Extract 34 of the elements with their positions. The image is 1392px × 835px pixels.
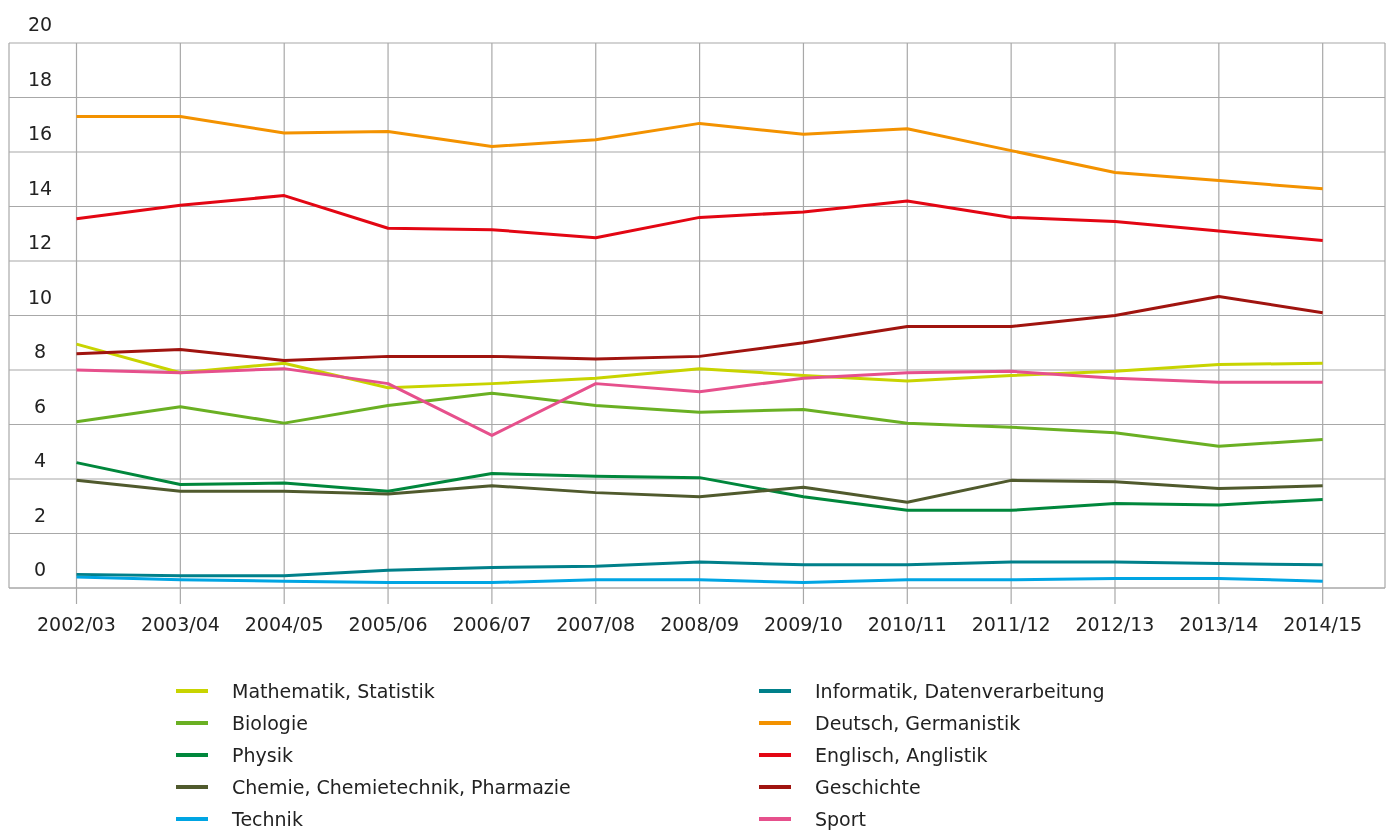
legend-label: Chemie, Chemietechnik, Pharmazie [232, 776, 571, 798]
x-tick-label: 2002/03 [37, 613, 116, 636]
x-tick-label: 2009/10 [763, 613, 843, 636]
y-tick-label: 10 [27, 285, 53, 308]
x-tick-label: 2014/15 [1283, 613, 1363, 636]
legend-label: Englisch, Anglistik [815, 744, 988, 766]
y-tick-label: 4 [33, 449, 47, 471]
x-tick-label: 2008/09 [660, 613, 740, 636]
legend-label: Sport [815, 808, 867, 830]
x-tick-label: 2005/06 [348, 613, 428, 636]
y-tick-label: 8 [33, 340, 47, 362]
legend-label: Biologie [232, 712, 308, 734]
x-tick-label: 2003/04 [140, 613, 220, 636]
x-tick-label: 2010/11 [867, 613, 947, 636]
y-tick-label: 14 [27, 176, 53, 199]
x-tick-label: 2011/12 [971, 613, 1051, 636]
y-tick-label: 12 [27, 231, 53, 253]
y-tick-label: 2 [33, 503, 47, 526]
x-tick-label: 2006/07 [452, 613, 532, 636]
legend-label: Informatik, Datenverarbeitung [815, 680, 1105, 702]
legend-label: Deutsch, Germanistik [815, 712, 1021, 734]
y-tick-label: 18 [27, 67, 53, 90]
legend-label: Geschichte [815, 776, 921, 798]
legend-label: Technik [232, 808, 303, 830]
x-tick-label: 2013/14 [1179, 613, 1259, 636]
x-tick-label: 2012/13 [1075, 613, 1155, 636]
y-tick-label: 20 [27, 13, 53, 35]
y-tick-label: 16 [27, 122, 53, 144]
legend-label: Physik [232, 744, 293, 766]
legend-label: Mathematik, Statistik [232, 680, 435, 702]
x-tick-label: 2004/05 [244, 613, 324, 636]
y-tick-label: 0 [33, 558, 47, 580]
y-tick-label: 6 [33, 394, 47, 417]
x-tick-label: 2007/08 [556, 613, 636, 636]
